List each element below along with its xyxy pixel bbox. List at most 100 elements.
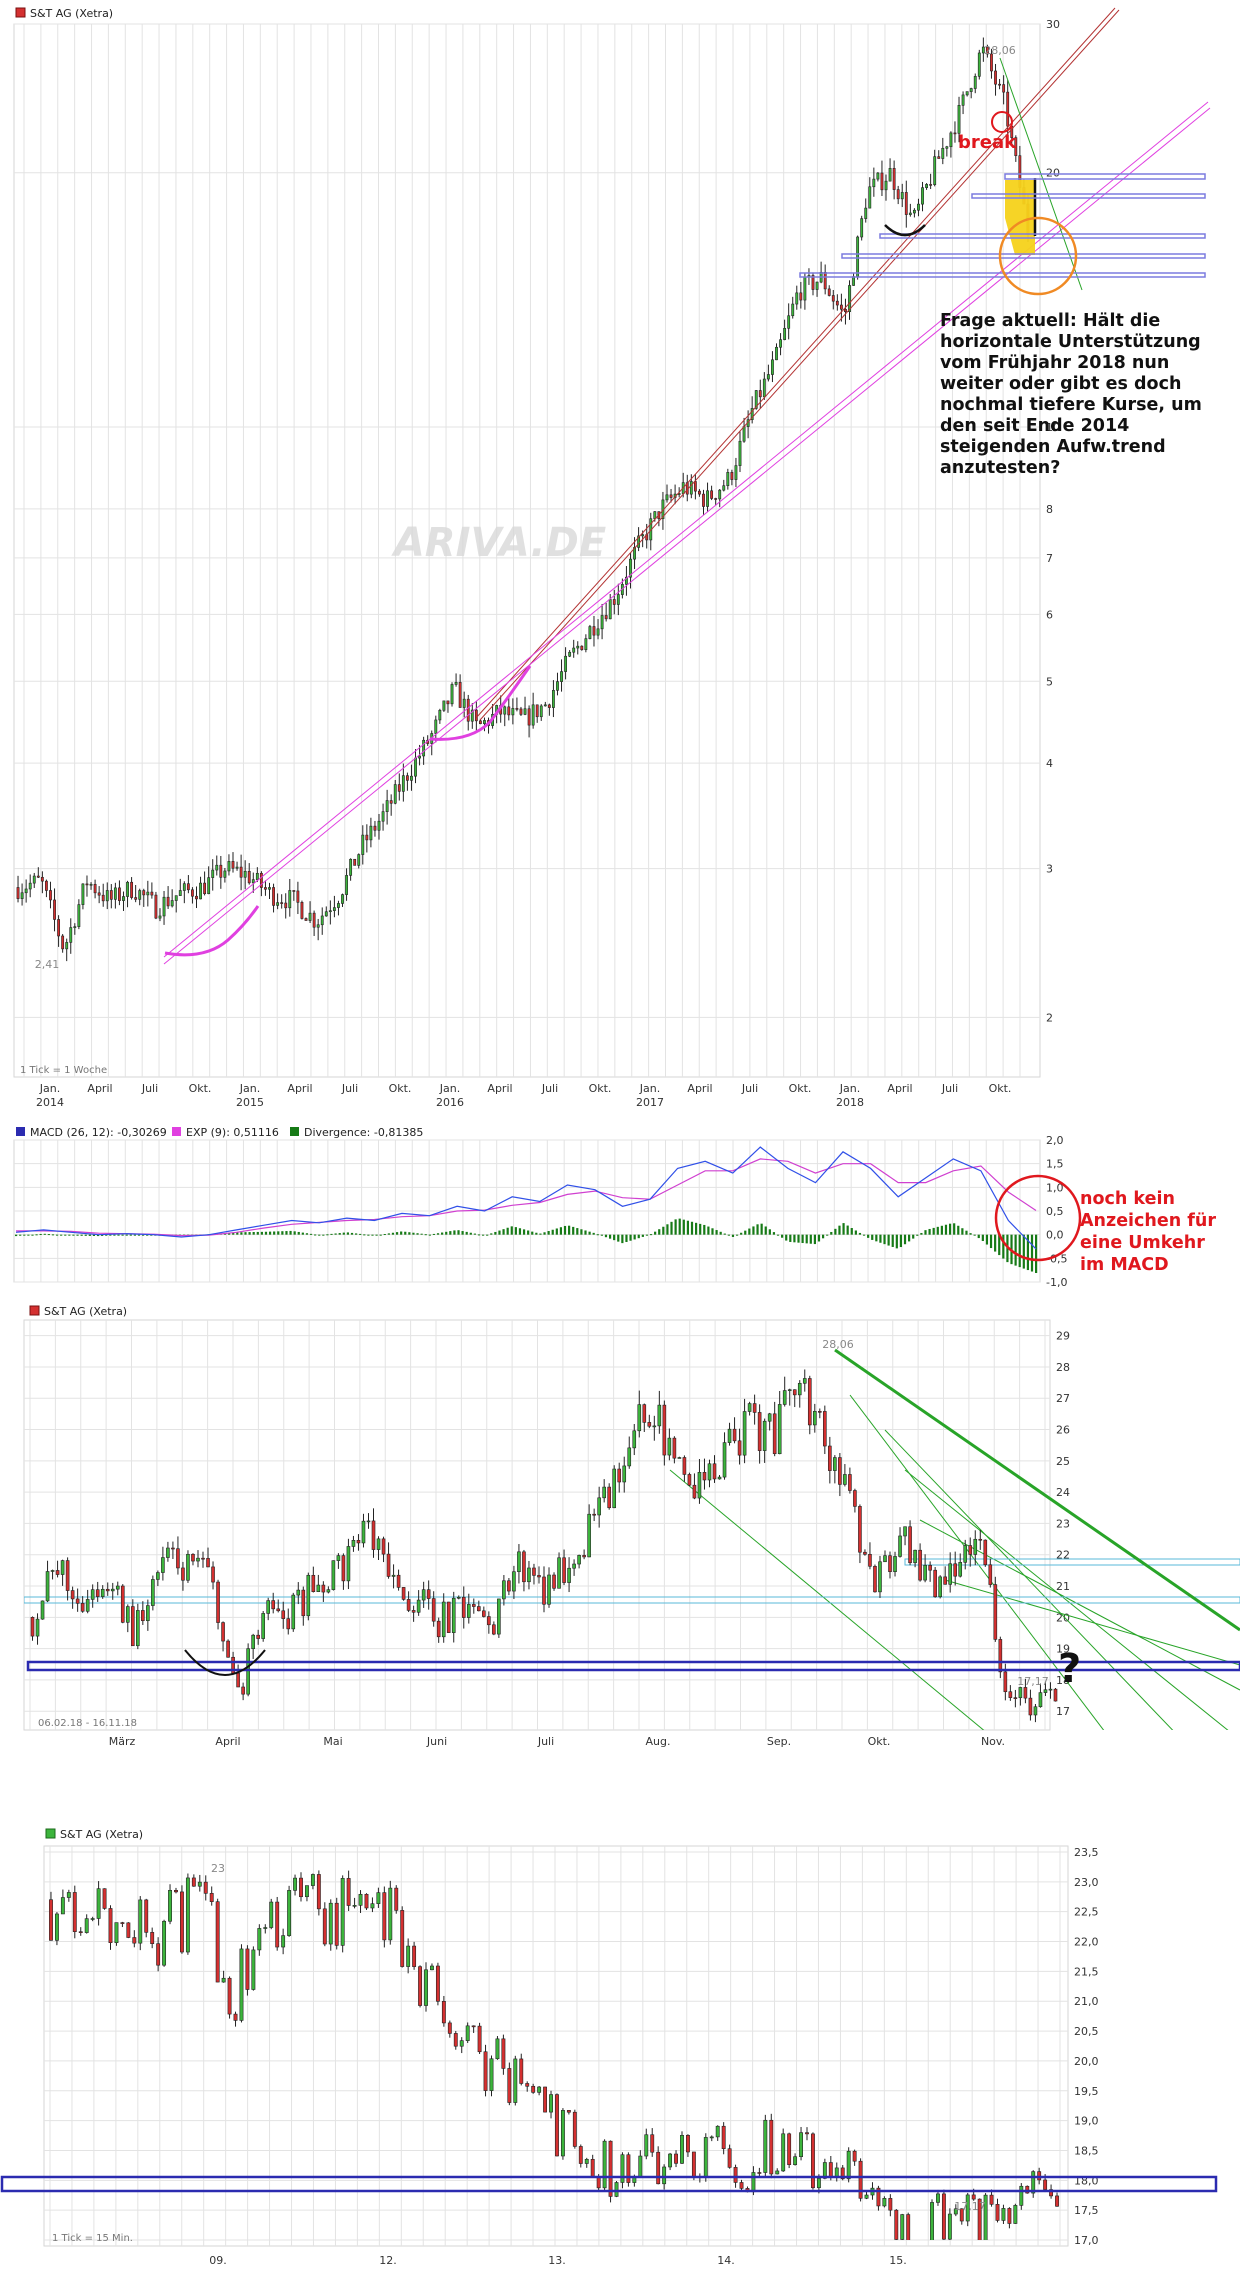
divergence-bar: [490, 1233, 493, 1235]
candle: [549, 2094, 553, 2113]
divergence-bar: [776, 1234, 780, 1236]
divergence-bar: [92, 1234, 96, 1237]
candle: [125, 1606, 130, 1623]
candle: [72, 1892, 77, 1932]
candle: [868, 1553, 872, 1567]
candle: [180, 1891, 184, 1953]
candle: [702, 1472, 707, 1481]
candle: [304, 918, 308, 921]
candle: [682, 1457, 687, 1475]
divergence-bar: [805, 1234, 808, 1244]
divergence-bar: [760, 1223, 763, 1235]
y-tick-label: 26: [1056, 1424, 1070, 1437]
candle: [552, 1574, 556, 1589]
candle: [592, 626, 596, 636]
divergence-bar: [813, 1234, 816, 1245]
candle: [677, 1457, 682, 1459]
candle: [221, 1622, 225, 1642]
candle: [178, 890, 182, 896]
divergence-bar: [936, 1226, 939, 1235]
candle: [929, 184, 933, 186]
candle: [614, 2182, 619, 2197]
weekly-low-label: 2,41: [35, 958, 60, 971]
y-tick-label: 18: [1056, 1674, 1070, 1687]
candle: [146, 891, 150, 896]
candle: [590, 2158, 595, 2178]
candle: [662, 2166, 667, 2185]
candle: [191, 1877, 196, 1887]
divergence-bar: [912, 1234, 915, 1239]
candle: [162, 896, 166, 917]
candle: [53, 899, 56, 920]
candle: [562, 1557, 566, 1583]
candle: [852, 276, 855, 286]
candle: [539, 705, 543, 718]
candle: [858, 2160, 863, 2199]
divergence-bar: [543, 1232, 546, 1235]
divergence-bar: [797, 1234, 800, 1243]
candle: [981, 46, 985, 54]
candle: [990, 53, 993, 72]
divergence-bar: [977, 1234, 980, 1239]
divergence-bar: [1002, 1234, 1005, 1259]
candle: [418, 1966, 422, 2006]
candle: [758, 390, 762, 398]
divergence-bar: [121, 1234, 124, 1236]
divergence-bar: [494, 1231, 497, 1235]
intraday-chart-title: S&T AG (Xetra): [60, 1828, 143, 1841]
divergence-bar: [531, 1231, 534, 1235]
divergence-bar: [15, 1234, 18, 1237]
daily-high-label: 28,06: [822, 1338, 854, 1351]
divergence-bar: [834, 1228, 837, 1235]
candle: [269, 1901, 274, 1928]
candle: [537, 1575, 541, 1578]
candle: [657, 1404, 662, 1427]
divergence-bar: [854, 1230, 857, 1235]
candle: [226, 1640, 230, 1658]
divergence-bar: [817, 1234, 821, 1242]
divergence-bar: [617, 1234, 620, 1242]
candle: [737, 1440, 742, 1456]
candle: [674, 2153, 678, 2164]
x-tick-year: 2018: [836, 1096, 864, 1109]
candle: [138, 890, 142, 900]
candle: [211, 869, 215, 878]
candle: [108, 1908, 113, 1943]
candle: [471, 1604, 476, 1607]
divergence-bar: [867, 1234, 870, 1238]
divergence-bar: [723, 1233, 726, 1235]
x-tick-label: April: [87, 1082, 112, 1095]
candle: [181, 1567, 185, 1581]
divergence-bar: [699, 1223, 702, 1235]
divergence-bar: [326, 1234, 329, 1236]
divergence-bar: [592, 1232, 595, 1235]
candle: [876, 172, 880, 180]
y-tick-label: 2,0: [1046, 1134, 1064, 1147]
candle: [742, 426, 746, 442]
y-tick-label: 2: [1046, 1011, 1053, 1024]
candle: [739, 2182, 744, 2189]
candle: [930, 2202, 934, 2240]
divergence-bar: [146, 1234, 149, 1236]
candle: [818, 1411, 822, 1413]
candle: [385, 800, 389, 812]
divergence-bar: [572, 1226, 575, 1235]
macd-note-line-3: eine Umkehr: [1080, 1233, 1205, 1253]
candle: [779, 339, 782, 348]
candle: [434, 719, 438, 734]
divergence-bar: [461, 1231, 464, 1235]
divergence-bar: [400, 1231, 403, 1235]
candle: [50, 1570, 55, 1572]
candle: [556, 681, 559, 691]
candle: [557, 1557, 561, 1589]
candle: [66, 1892, 71, 1898]
candle: [596, 2177, 601, 2189]
candle: [918, 1549, 922, 1581]
divergence-bar: [88, 1234, 91, 1236]
intraday-legend-swatch: [45, 1828, 56, 1839]
divergence-bar: [47, 1234, 50, 1236]
candle: [775, 2170, 780, 2175]
divergence-bar: [404, 1231, 407, 1235]
candle: [1023, 1687, 1028, 1699]
candle: [965, 2194, 970, 2222]
